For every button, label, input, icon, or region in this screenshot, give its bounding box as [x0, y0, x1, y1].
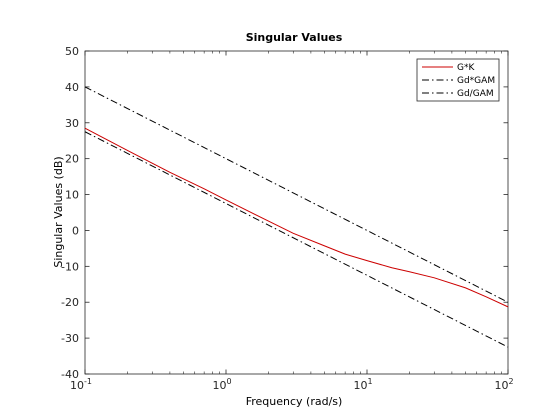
plot-frame	[84, 50, 509, 375]
y-tick-label: -10	[61, 260, 79, 273]
axis-ticks: -40 -30 -20 -10 0 10 20 30 40 50 10-1 100 101 102	[61, 45, 514, 392]
x-tick-label: 10-1	[70, 377, 92, 392]
y-tick-label: 0	[72, 224, 79, 237]
x-tick-label: 100	[212, 377, 231, 392]
legend-label: Gd/GAM	[457, 89, 494, 99]
legend: G*K Gd*GAM Gd/GAM	[416, 58, 500, 102]
y-tick-label: 10	[65, 189, 79, 202]
y-tick-label: 30	[65, 117, 79, 130]
legend-box	[416, 58, 500, 102]
x-tick-label: 102	[494, 377, 513, 392]
legend-label: G*K	[457, 63, 475, 73]
y-tick-label: -40	[61, 368, 79, 381]
x-axis-label: Frequency (rad/s)	[246, 395, 343, 408]
y-tick-label: 40	[65, 81, 79, 94]
x-tick-label: 101	[353, 377, 372, 392]
legend-label: Gd*GAM	[457, 76, 495, 86]
y-tick-label: 20	[65, 153, 79, 166]
series-line-2	[84, 86, 509, 303]
series-layer	[84, 86, 509, 348]
y-tick-label: -20	[61, 296, 79, 309]
y-tick-label: -30	[61, 332, 79, 345]
series-line-3	[84, 131, 509, 348]
chart-title: Singular Values	[246, 31, 343, 44]
series-line-1	[84, 127, 509, 308]
y-axis-label: Singular Values (dB)	[52, 156, 65, 267]
y-tick-label: 50	[65, 45, 79, 58]
